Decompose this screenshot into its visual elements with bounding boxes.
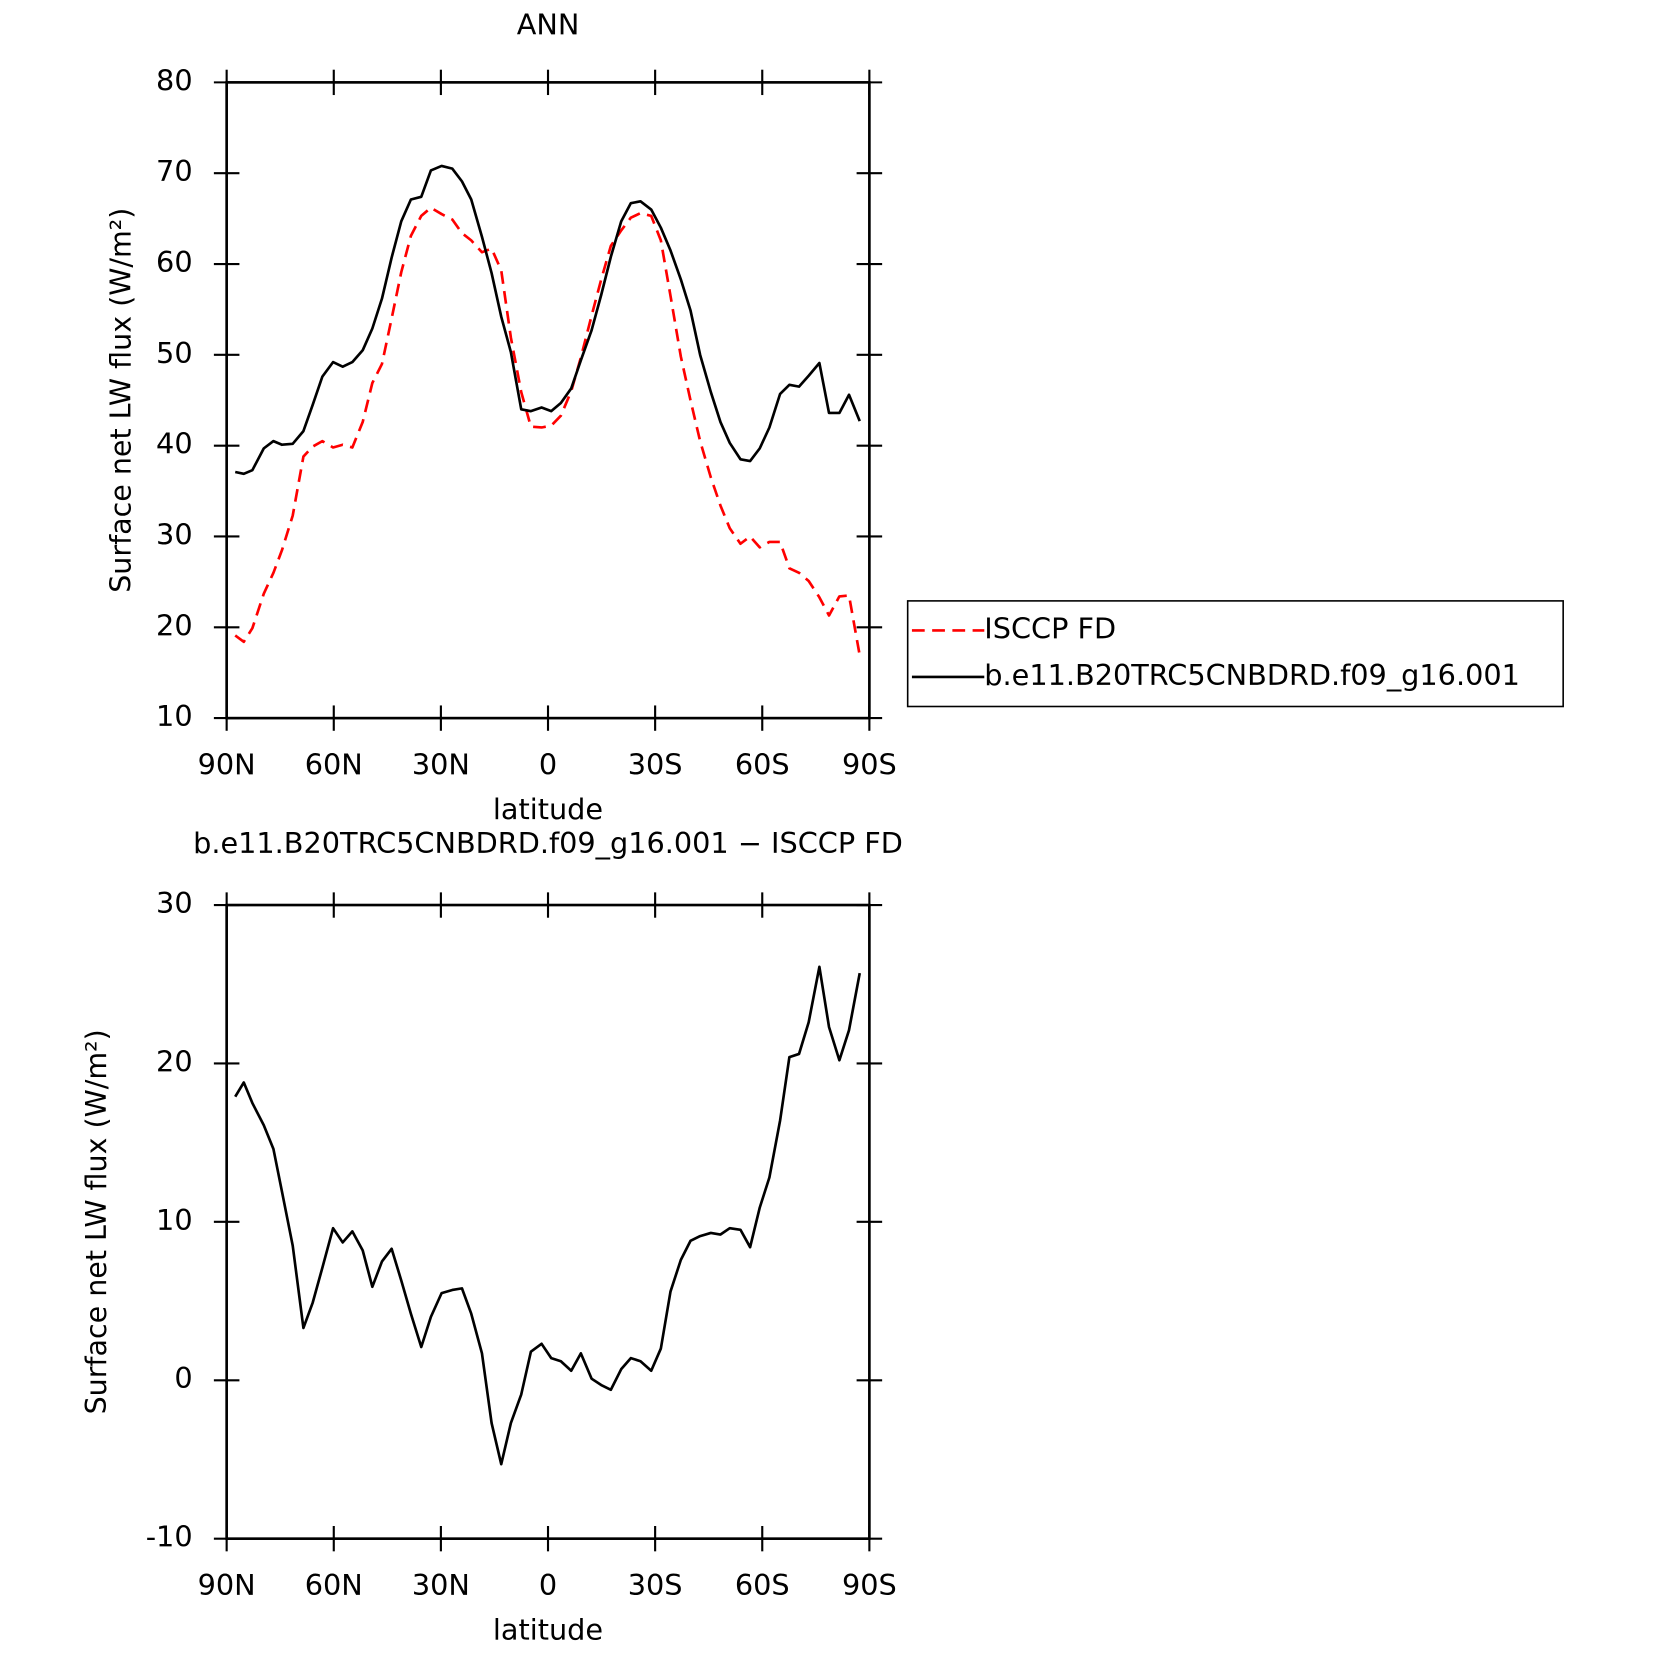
chart-title: b.e11.B20TRC5CNBDRD.f09_g16.001 − ISCCP … — [193, 826, 903, 860]
y-tick-label: 30 — [156, 886, 193, 920]
y-tick-label: 0 — [174, 1361, 192, 1395]
x-tick-label: 60N — [305, 748, 363, 782]
x-tick-label: 30N — [412, 1568, 470, 1602]
x-tick-label: 30S — [628, 1568, 683, 1602]
x-tick-label: 90S — [842, 748, 897, 782]
y-tick-label: 70 — [156, 154, 193, 188]
y-axis-label: Surface net LW flux (W/m²) — [79, 1029, 113, 1414]
legend-label: ISCCP FD — [984, 612, 1116, 646]
x-tick-label: 30N — [412, 748, 470, 782]
legend: ISCCP FD b.e11.B20TRC5CNBDRD.f09_g16.001 — [906, 600, 1564, 708]
x-tick-label: 90S — [842, 1568, 897, 1602]
y-tick-label: 50 — [156, 336, 193, 370]
x-tick-label: 60S — [735, 1568, 790, 1602]
plot-frame — [225, 903, 871, 1540]
x-axis-label: latitude — [493, 1613, 603, 1647]
x-tick-label: 60N — [305, 1568, 363, 1602]
y-tick-label: 10 — [156, 1203, 193, 1237]
x-tick-label: 0 — [539, 748, 557, 782]
y-tick-label: 60 — [156, 245, 193, 279]
y-tick-label: 10 — [156, 699, 193, 733]
x-tick-label: 90N — [198, 748, 256, 782]
x-tick-label: 60S — [735, 748, 790, 782]
x-tick-label: 90N — [198, 1568, 256, 1602]
y-tick-label: 80 — [156, 63, 193, 97]
plot-frame — [225, 81, 871, 720]
data-line — [234, 164, 861, 476]
legend-box — [906, 600, 1564, 708]
legend-label: b.e11.B20TRC5CNBDRD.f09_g16.001 — [984, 658, 1520, 692]
y-tick-label: 30 — [156, 518, 193, 552]
y-tick-label: 20 — [156, 608, 193, 642]
x-tick-label: 30S — [628, 748, 683, 782]
y-tick-label: 40 — [156, 427, 193, 461]
x-tick-label: 0 — [539, 1568, 557, 1602]
y-axis-label: Surface net LW flux (W/m²) — [103, 208, 137, 593]
x-axis-label: latitude — [493, 792, 603, 826]
data-line — [234, 206, 862, 656]
y-tick-label: 20 — [156, 1045, 193, 1079]
data-line — [234, 965, 862, 1466]
chart-title: ANN — [517, 7, 580, 41]
y-tick-label: -10 — [146, 1520, 193, 1554]
